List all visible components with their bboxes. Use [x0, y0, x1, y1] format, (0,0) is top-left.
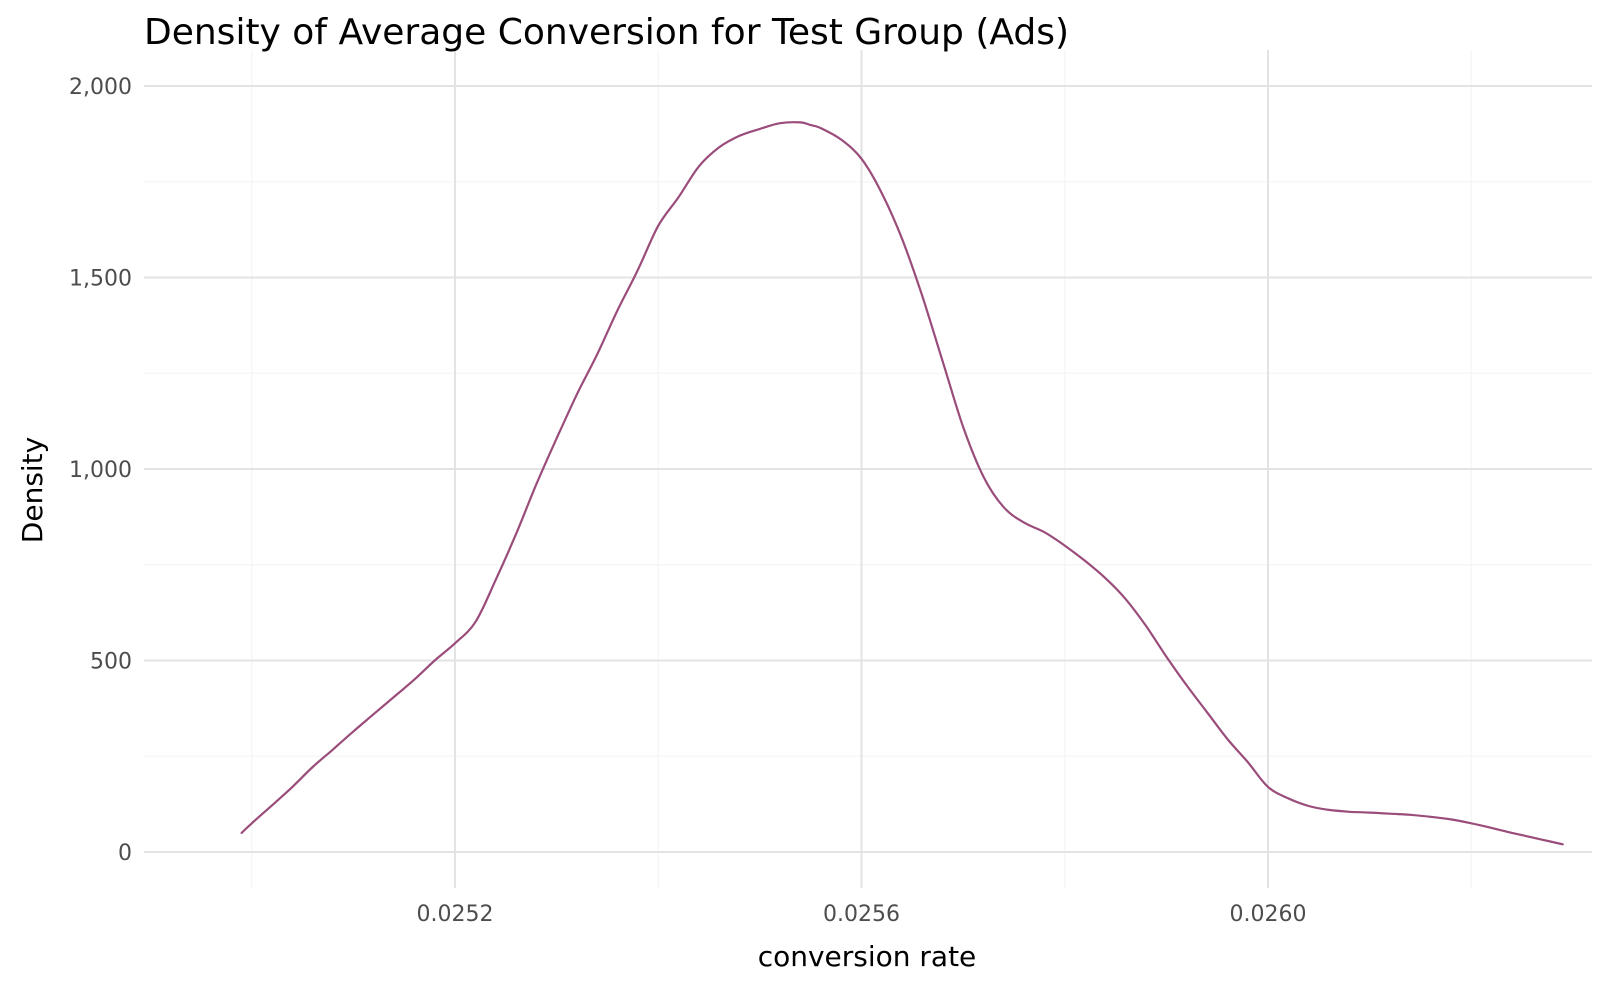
y-tick-label: 500 [90, 650, 132, 675]
plot-area [240, 121, 1564, 846]
x-tick-label: 0.0256 [823, 902, 900, 927]
y-tick-label: 2,000 [69, 75, 132, 100]
x-tick-label: 0.0252 [417, 902, 494, 927]
x-tick-label: 0.0260 [1230, 902, 1307, 927]
y-axis-title: Density [16, 437, 49, 543]
x-axis-ticks: 0.0252 0.0256 0.0260 [417, 902, 1307, 927]
chart-title: Density of Average Conversion for Test G… [144, 12, 1069, 53]
major-gridlines [144, 50, 1592, 888]
x-axis-title: conversion rate [758, 940, 977, 973]
y-tick-label: 0 [118, 841, 132, 866]
minor-gridlines [144, 50, 1592, 888]
y-tick-label: 1,000 [69, 458, 132, 483]
y-tick-label: 1,500 [69, 267, 132, 292]
density-curve [240, 121, 1564, 846]
y-axis-ticks: 0 500 1,000 1,500 2,000 [69, 75, 132, 866]
